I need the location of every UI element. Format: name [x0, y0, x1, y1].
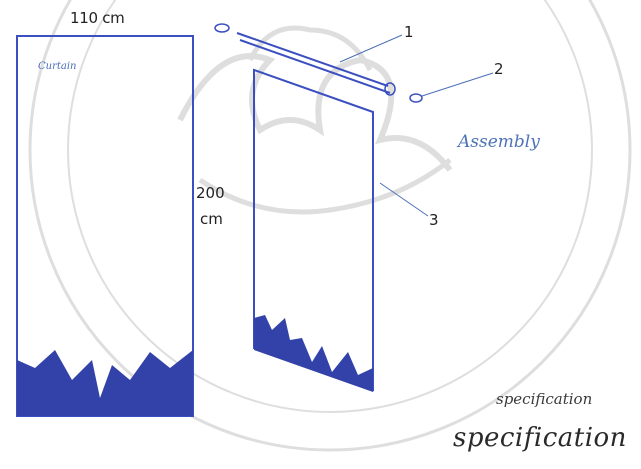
leader-1	[339, 34, 403, 63]
height-value: 200	[196, 184, 225, 202]
curtain-assembled	[253, 68, 374, 392]
curtain-rod	[214, 23, 423, 103]
rod-end-cap-right	[384, 82, 396, 96]
specification-label-large: specification	[453, 423, 627, 453]
height-dimension-label: 200 cm	[196, 180, 225, 232]
width-dimension-label: 110 cm	[70, 9, 125, 27]
curtain-flat	[16, 35, 194, 417]
assembled-zigzag-hem	[254, 315, 373, 392]
height-unit: cm	[200, 210, 223, 228]
specification-label-small: specification	[496, 390, 593, 408]
rod-finial-right	[409, 93, 423, 103]
leader-3	[379, 182, 429, 217]
callout-3: 3	[429, 211, 439, 229]
callout-2: 2	[494, 60, 504, 78]
callout-leaders	[339, 34, 494, 217]
watermark-seal	[28, 0, 632, 452]
assembly-label: Assembly	[458, 132, 540, 152]
rod-end-cap-left	[214, 23, 230, 33]
curtain-label: Curtain	[38, 61, 77, 72]
curtain-zigzag-hem	[17, 350, 193, 416]
callout-1: 1	[404, 23, 414, 41]
curtain-outline	[16, 35, 194, 417]
leader-2	[421, 72, 494, 97]
